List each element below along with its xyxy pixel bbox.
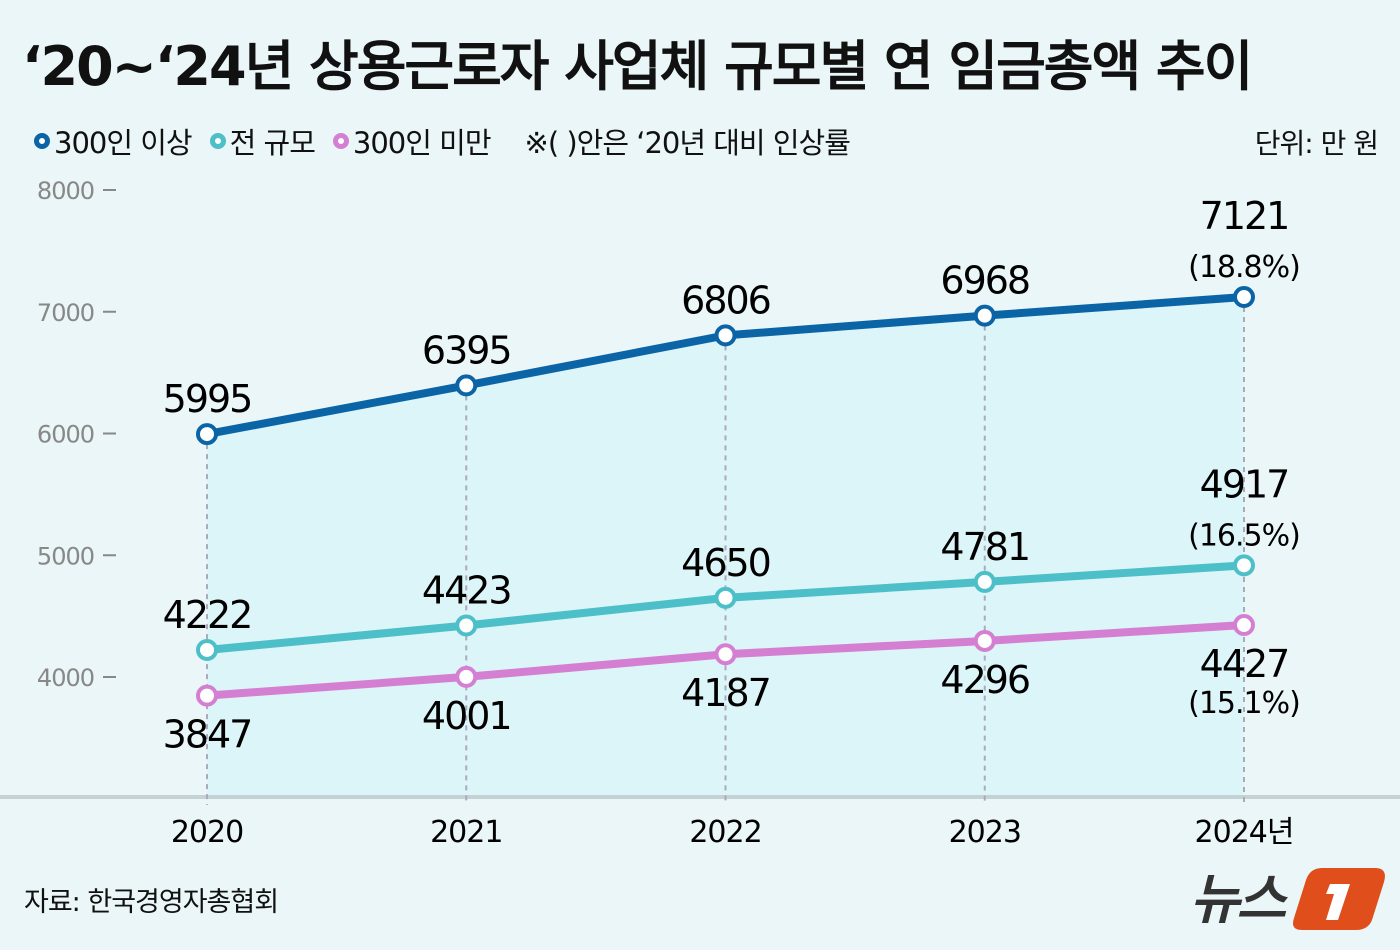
legend-label: 300인 미만 <box>352 126 492 160</box>
data-point <box>1233 286 1255 309</box>
data-label: 4917 <box>1200 462 1289 506</box>
chart-title: ‘20~‘24년 상용근로자 사업체 규모별 연 임금총액 추이 <box>22 35 1253 98</box>
data-label: 4001 <box>422 694 511 738</box>
data-point <box>196 423 218 446</box>
y-tick-label: 5000 <box>37 542 94 570</box>
increase-label: (16.5%) <box>1188 518 1300 553</box>
x-tick-label: 2023 <box>949 815 1021 850</box>
data-label: 4781 <box>940 525 1029 569</box>
legend-label: 300인 이상 <box>54 126 193 160</box>
source-text: 자료: 한국경영자총협회 <box>24 887 279 918</box>
data-point <box>714 586 737 609</box>
data-label: 6806 <box>681 278 770 322</box>
data-label: 4296 <box>940 658 1029 702</box>
legend-item: 전 규모 <box>209 120 316 162</box>
data-point <box>1233 614 1255 637</box>
y-tick-label: 4000 <box>37 664 94 692</box>
x-tick-label: 2021 <box>430 815 502 850</box>
y-tick-label: 8000 <box>37 177 94 205</box>
legend-label: 전 규모 <box>229 126 316 160</box>
data-label: 4650 <box>681 541 770 585</box>
legend: 300인 이상 전 규모 300인 미만 ※( )안은 ‘20년 대비 인상률 <box>34 120 851 162</box>
y-tick-label: 7000 <box>37 299 94 327</box>
legend-item: 300인 미만 <box>332 120 492 162</box>
data-label: 4187 <box>681 671 770 715</box>
data-point <box>1233 554 1255 577</box>
news1-logo-icon: 뉴스 <box>1190 868 1385 931</box>
legend-marker-icon <box>209 133 226 149</box>
data-label: 5995 <box>163 377 252 421</box>
data-label: 4427 <box>1200 642 1289 686</box>
data-point <box>973 629 996 652</box>
x-tick-label: 2020 <box>171 815 243 850</box>
unit-label: 단위: 만 원 <box>1254 127 1379 160</box>
legend-marker-icon <box>34 133 50 149</box>
data-point <box>973 570 996 593</box>
legend-note: ※( )안은 ‘20년 대비 인상률 <box>524 126 851 160</box>
legend-marker-icon <box>332 133 349 149</box>
data-point <box>196 684 218 707</box>
data-point <box>455 614 478 637</box>
x-axis-line <box>0 795 1400 799</box>
data-label: 7121 <box>1200 194 1289 238</box>
data-label: 3847 <box>163 713 252 757</box>
data-point <box>714 324 737 347</box>
data-point <box>455 374 478 397</box>
data-point <box>714 643 737 666</box>
svg-text:뉴스: 뉴스 <box>1190 868 1289 931</box>
legend-item: 300인 이상 <box>34 120 193 162</box>
news1-logo: 뉴스 <box>1190 862 1385 936</box>
data-point <box>455 665 478 688</box>
data-label: 4423 <box>422 568 511 612</box>
y-tick-label: 6000 <box>37 421 94 449</box>
increase-label: (18.8%) <box>1188 250 1300 285</box>
x-tick-label: 2022 <box>689 815 761 850</box>
increase-label: (15.1%) <box>1188 686 1300 721</box>
data-label: 6395 <box>422 328 511 372</box>
data-label: 4222 <box>163 593 252 637</box>
data-point <box>973 304 996 327</box>
x-tick-label: 2024년 <box>1195 815 1294 850</box>
data-point <box>196 638 218 661</box>
data-label: 6968 <box>940 259 1029 303</box>
